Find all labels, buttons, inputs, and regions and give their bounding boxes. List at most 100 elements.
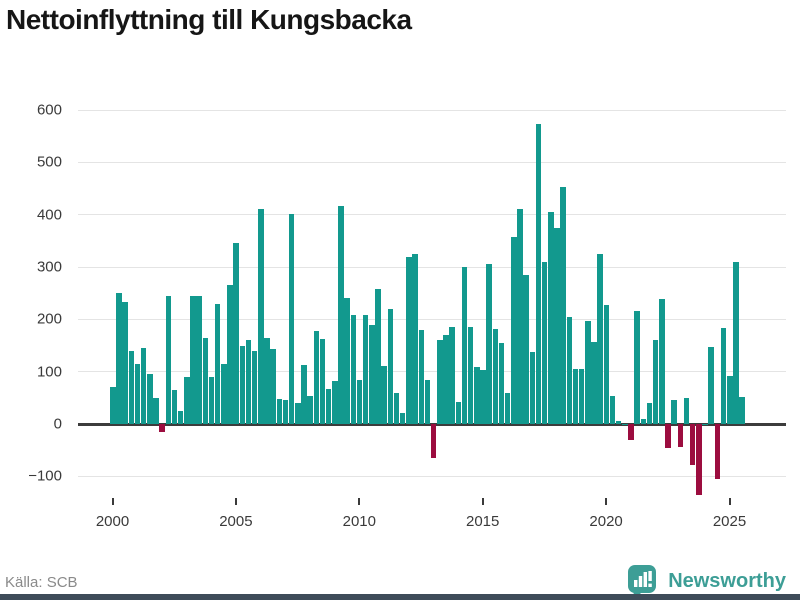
gridline-200: [78, 318, 786, 320]
bar-2011-Q2: [387, 309, 394, 424]
bar-2006-Q1: [258, 209, 264, 424]
bar-2003-Q1: [184, 376, 190, 424]
bar-2025-Q1: [727, 375, 733, 424]
bar-2024-Q2: [708, 346, 714, 424]
bar-2013-Q2: [437, 340, 443, 424]
bar-2014-Q4: [474, 367, 480, 424]
bar-2020-Q2: [609, 396, 616, 424]
chart-title: Nettoinflyttning till Kungsbacka: [6, 4, 412, 35]
newsworthy-wordmark: Newsworthy: [668, 569, 786, 592]
footer-accent-bar: [0, 594, 800, 600]
bar-2016-Q2: [511, 236, 517, 424]
bar-2005-Q3: [245, 340, 252, 424]
bar-2023-Q4: [696, 424, 702, 495]
bar-2010-Q4: [375, 288, 381, 424]
bar-2023-Q1: [677, 424, 684, 447]
bar-2016-Q3: [517, 209, 523, 424]
bar-2025-Q2: [733, 261, 739, 424]
y-axis-label-300: 300: [36, 258, 62, 276]
bar-2005-Q1: [233, 243, 239, 424]
bar-2003-Q2: [190, 295, 196, 424]
bar-2023-Q3: [689, 424, 696, 466]
bar-2009-Q3: [344, 298, 350, 424]
bar-2002-Q1: [159, 424, 165, 432]
bar-2002-Q4: [177, 410, 184, 424]
bar-2019-Q4: [597, 253, 603, 424]
source-attribution: Källa: SCB: [5, 574, 78, 591]
bar-2004-Q3: [221, 363, 227, 424]
x-axis-tick-2010: [358, 498, 361, 505]
bar-2009-Q2: [338, 206, 344, 424]
bar-2012-Q2: [412, 253, 418, 424]
x-axis-label-2025: 2025: [712, 513, 747, 530]
x-axis-label-2010: 2010: [342, 513, 376, 530]
bar-2013-Q4: [449, 327, 455, 424]
y-axis-label-0: 0: [53, 415, 62, 433]
bar-2008-Q3: [319, 339, 326, 424]
gridline-500: [78, 161, 786, 163]
y-axis-label-600: 600: [36, 101, 62, 119]
bar-2018-Q1: [554, 227, 560, 424]
x-axis-label-2015: 2015: [466, 513, 500, 530]
bar-2017-Q2: [535, 124, 542, 424]
bar-2017-Q1: [529, 352, 536, 424]
bar-2021-Q3: [640, 418, 647, 424]
gridline-600: [78, 109, 786, 111]
bar-2001-Q3: [147, 374, 153, 424]
bar-2024-Q1: [702, 424, 708, 425]
bar-2022-Q4: [671, 399, 677, 424]
bar-2000-Q1: [110, 387, 116, 424]
bar-2015-Q4: [498, 342, 505, 424]
bar-2005-Q4: [251, 350, 258, 424]
bar-2010-Q2: [362, 314, 369, 424]
bar-2000-Q4: [128, 350, 134, 424]
bar-2006-Q3: [270, 349, 276, 424]
bar-2012-Q4: [424, 379, 431, 424]
bar-2020-Q1: [603, 304, 610, 424]
bar-2012-Q1: [406, 257, 412, 424]
newsworthy-bubble-icon: [628, 565, 657, 599]
bar-2011-Q4: [399, 413, 406, 424]
newsworthy-logo-link[interactable]: Newsworthy: [626, 563, 786, 599]
bar-2001-Q1: [134, 363, 141, 424]
x-axis-label-2005: 2005: [219, 513, 253, 530]
bar-2004-Q4: [227, 285, 233, 424]
bar-2025-Q3: [739, 396, 745, 424]
bar-2011-Q3: [393, 393, 400, 424]
bar-2018-Q2: [560, 187, 566, 424]
bar-2009-Q4: [350, 314, 357, 424]
bar-2002-Q3: [171, 389, 178, 424]
x-axis-tick-2025: [728, 498, 731, 505]
bar-2007-Q1: [282, 400, 289, 424]
bar-2014-Q2: [461, 267, 468, 424]
bar-2014-Q1: [455, 402, 462, 424]
bar-2020-Q3: [615, 421, 622, 424]
gridline-100: [78, 371, 786, 373]
bar-2024-Q4: [720, 328, 727, 424]
x-axis-tick-2015: [481, 498, 484, 505]
bar-2011-Q1: [381, 366, 387, 424]
bar-2014-Q3: [467, 327, 474, 424]
bar-2008-Q4: [325, 389, 332, 424]
bar-2022-Q2: [659, 299, 665, 424]
bar-2017-Q4: [548, 212, 554, 424]
bar-2012-Q3: [418, 329, 424, 424]
x-axis-tick-2000: [111, 498, 114, 505]
bar-2019-Q2: [585, 321, 591, 424]
bar-2015-Q2: [486, 264, 492, 424]
bar-2016-Q4: [523, 274, 529, 424]
bar-2003-Q3: [196, 295, 202, 424]
bar-2021-Q2: [634, 311, 640, 424]
bar-2007-Q4: [301, 365, 307, 424]
bar-2008-Q1: [307, 395, 313, 424]
bar-2015-Q3: [492, 328, 499, 424]
bar-2021-Q4: [646, 403, 653, 424]
bar-2004-Q2: [214, 303, 221, 424]
bar-2002-Q2: [165, 295, 172, 424]
gridline-400: [78, 214, 786, 216]
bar-2005-Q2: [239, 345, 246, 424]
y-axis-label-100: 100: [36, 363, 62, 381]
bar-2024-Q3: [714, 424, 721, 480]
y-axis-label--100: −100: [28, 467, 62, 485]
bar-2013-Q3: [443, 335, 449, 424]
